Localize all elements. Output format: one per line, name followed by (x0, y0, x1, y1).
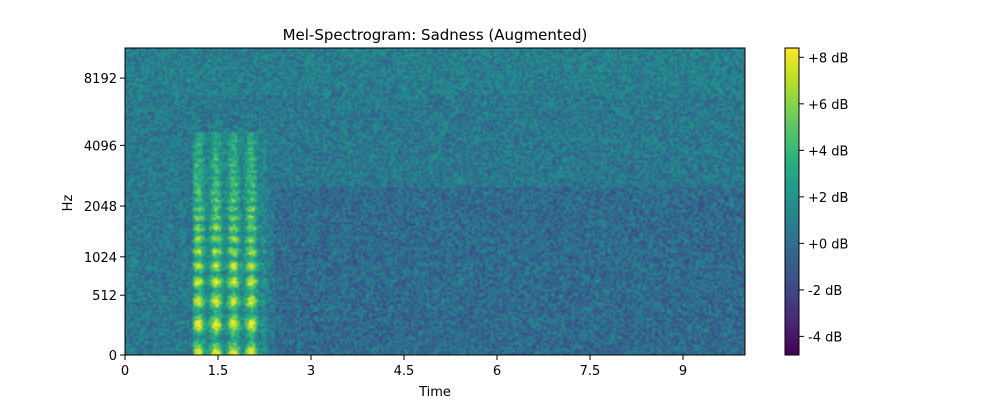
y-tick-label: 8192 (84, 72, 117, 87)
x-tick-label: 7.5 (580, 364, 601, 379)
colorbar-tick-label: +8 dB (808, 51, 848, 66)
plot-frame (124, 47, 746, 356)
x-tick-label: 4.5 (394, 364, 415, 379)
colorbar-tick-label: +2 dB (808, 191, 848, 206)
colorbar-tick-label: +6 dB (808, 98, 848, 113)
x-tick-label: 1.5 (208, 364, 229, 379)
colorbar-tick-label: +4 dB (808, 144, 848, 159)
y-tick-label: 1024 (84, 251, 117, 266)
chart-title: Mel-Spectrogram: Sadness (Augmented) (283, 26, 588, 44)
y-tick-label: 2048 (84, 200, 117, 215)
colorbar (784, 47, 800, 356)
y-tick-label: 0 (109, 349, 117, 364)
spectrogram-heatmap (125, 48, 745, 355)
y-axis: 0 512 1024 2048 4096 8192 (84, 72, 125, 364)
x-tick-label: 0 (121, 364, 129, 379)
heatmap-image (125, 48, 745, 355)
x-tick-label: 6 (493, 364, 501, 379)
x-axis-label: Time (418, 385, 451, 400)
y-axis-label: Hz (61, 195, 76, 212)
x-tick-label: 3 (307, 364, 315, 379)
colorbar-tick-label: -2 dB (808, 284, 842, 299)
colorbar-tick-label: -4 dB (808, 330, 842, 345)
x-tick-label: 9 (679, 364, 687, 379)
colorbar-tick-label: +0 dB (808, 237, 848, 252)
y-tick-label: 512 (92, 289, 117, 304)
x-axis: 0 1.5 3 4.5 6 7.5 9 (121, 355, 687, 379)
y-tick-label: 4096 (84, 139, 117, 154)
colorbar-ticks: +8 dB +6 dB +4 dB +2 dB +0 dB -2 dB -4 dB (799, 51, 848, 345)
